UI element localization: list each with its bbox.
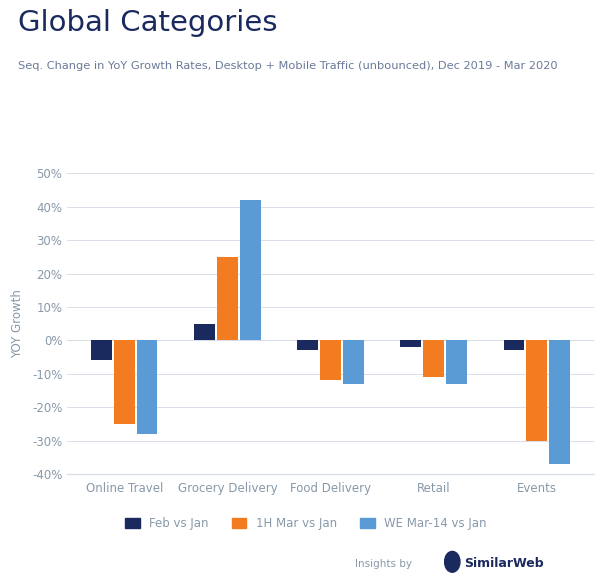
Bar: [343, 340, 364, 384]
Text: SimilarWeb: SimilarWeb: [464, 557, 543, 570]
Bar: [400, 340, 421, 347]
Bar: [194, 324, 215, 340]
Bar: [320, 340, 341, 380]
Legend: Feb vs Jan, 1H Mar vs Jan, WE Mar-14 vs Jan: Feb vs Jan, 1H Mar vs Jan, WE Mar-14 vs …: [121, 512, 491, 535]
Y-axis label: YOY Growth: YOY Growth: [11, 289, 24, 358]
Bar: [297, 340, 318, 350]
Text: Insights by: Insights by: [355, 558, 412, 569]
Bar: [114, 340, 135, 424]
Bar: [240, 200, 261, 340]
Bar: [526, 340, 547, 440]
Bar: [446, 340, 467, 384]
Bar: [91, 340, 112, 361]
Bar: [549, 340, 570, 464]
Bar: [217, 257, 238, 340]
Text: Global Categories: Global Categories: [18, 9, 278, 36]
Circle shape: [444, 551, 460, 572]
Text: Seq. Change in YoY Growth Rates, Desktop + Mobile Traffic (unbounced), Dec 2019 : Seq. Change in YoY Growth Rates, Desktop…: [18, 61, 558, 71]
Bar: [136, 340, 157, 434]
Bar: [504, 340, 524, 350]
Bar: [423, 340, 444, 377]
